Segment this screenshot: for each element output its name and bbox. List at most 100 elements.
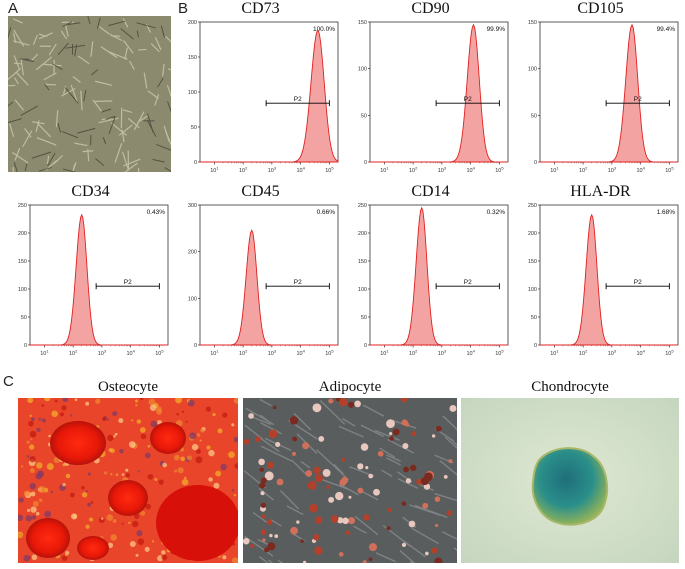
x-tick-label: 102: [69, 349, 78, 358]
y-tick-label: 250: [358, 203, 367, 209]
cell-culture-micrograph: [8, 16, 171, 172]
x-tick-label: 102: [239, 166, 248, 175]
y-tick-label: 150: [18, 259, 27, 265]
panel-label-a: A: [8, 0, 19, 17]
y-tick-label: 150: [528, 259, 537, 265]
adipocyte-stain-image: [243, 398, 457, 563]
y-tick-label: 200: [18, 231, 27, 237]
x-tick-label: 104: [636, 349, 645, 358]
gate-label: P2: [124, 279, 132, 286]
histogram-peak: [370, 206, 508, 346]
y-tick-label: 250: [18, 203, 27, 209]
y-tick-label: 100: [528, 287, 537, 293]
histogram-title: CD34: [71, 183, 110, 200]
histogram-peak: [30, 213, 168, 346]
histogram-peak: [370, 23, 508, 163]
positive-percent: 100.0%: [313, 26, 335, 33]
histogram-cd14: CD14 0 50 100 150 200 250 101 102 103 104 105 P2 0.32…: [348, 183, 513, 373]
histogram-peak: [200, 30, 339, 163]
x-tick-label: 103: [608, 166, 617, 175]
y-tick-label: 0: [194, 160, 197, 166]
x-tick-label: 101: [210, 349, 219, 358]
gate-label: P2: [464, 96, 472, 103]
histogram-title: CD14: [411, 183, 450, 200]
panel-label-c: C: [3, 373, 14, 390]
plot-frame: [539, 204, 679, 346]
y-tick-label: 200: [528, 231, 537, 237]
plot-frame: [199, 204, 339, 346]
photo-title-adipocyte: Adipocyte: [318, 379, 382, 395]
photo-title-osteocyte: Osteocyte: [98, 379, 158, 395]
x-tick-label: 102: [409, 166, 418, 175]
histogram-peak: [200, 229, 338, 346]
gate-label: P2: [634, 96, 642, 103]
y-tick-label: 150: [528, 20, 537, 26]
positive-percent: 1.68%: [657, 209, 676, 216]
y-tick-label: 100: [358, 67, 367, 73]
x-tick-label: 101: [210, 166, 219, 175]
x-tick-label: 102: [579, 166, 588, 175]
x-tick-label: 103: [608, 349, 617, 358]
y-tick-label: 100: [188, 90, 197, 96]
y-tick-label: 100: [188, 296, 197, 302]
x-tick-label: 101: [380, 349, 389, 358]
panel-label-b: B: [178, 0, 189, 17]
histogram-plot: 0 100 200 300 101 102 103 104 105 P2 0.66%: [188, 203, 339, 358]
photo-title-chondrocyte: Chondrocyte: [531, 379, 609, 395]
x-tick-label: 101: [550, 166, 559, 175]
y-tick-label: 150: [358, 20, 367, 26]
histogram-plot: 0 50 100 150 200 101 102 103 104 105 P2 100.0%: [188, 20, 339, 175]
y-tick-label: 100: [358, 287, 367, 293]
x-tick-label: 105: [325, 166, 334, 175]
x-tick-label: 102: [239, 349, 248, 358]
x-tick-label: 104: [636, 166, 645, 175]
x-tick-label: 104: [296, 349, 305, 358]
y-tick-label: 0: [364, 160, 367, 166]
x-tick-label: 105: [665, 166, 674, 175]
histogram-cd45: CD45 0 100 200 300 101 102 103 104 105 P2 0.66%: [178, 183, 343, 373]
x-tick-label: 103: [438, 349, 447, 358]
x-tick-label: 104: [466, 349, 475, 358]
y-tick-label: 0: [194, 343, 197, 349]
y-tick-label: 200: [188, 20, 197, 26]
y-tick-label: 0: [364, 343, 367, 349]
osteocyte-stain-image: [18, 398, 238, 563]
x-tick-label: 105: [155, 349, 164, 358]
y-tick-label: 150: [358, 259, 367, 265]
plot-frame: [29, 204, 169, 346]
positive-percent: 0.66%: [317, 209, 336, 216]
histogram-plot: 0 50 100 150 200 250 101 102 103 104 105 P2 0.32%: [358, 203, 509, 358]
x-tick-label: 102: [579, 349, 588, 358]
x-tick-label: 104: [296, 166, 305, 175]
x-tick-label: 103: [268, 166, 277, 175]
histogram-cd34: CD34 0 50 100 150 200 250 101 102 103 104 105 P2 0.43…: [8, 183, 173, 373]
y-tick-label: 100: [528, 67, 537, 73]
y-tick-label: 50: [361, 113, 367, 119]
plot-frame: [369, 21, 509, 163]
x-tick-label: 103: [98, 349, 107, 358]
gate-label: P2: [294, 96, 302, 103]
y-tick-label: 50: [191, 125, 197, 131]
y-tick-label: 50: [531, 315, 537, 321]
histogram-plot: 0 50 100 150 200 250 101 102 103 104 105 P2 1.68%: [528, 203, 679, 358]
x-tick-label: 104: [466, 166, 475, 175]
histogram-title: CD45: [241, 183, 280, 200]
plot-frame: [369, 204, 509, 346]
y-tick-label: 0: [534, 160, 537, 166]
positive-percent: 99.9%: [487, 26, 506, 33]
cell-culture-image: [8, 16, 171, 172]
histogram-plot: 0 50 100 150 101 102 103 104 105 P2 99.9%: [358, 20, 509, 175]
histogram-cd90: CD90 0 50 100 150 101 102 103 104 105 P2 99.9%: [348, 0, 513, 190]
positive-percent: 0.32%: [487, 209, 506, 216]
histogram-peak: [540, 213, 678, 346]
y-tick-label: 200: [358, 231, 367, 237]
x-tick-label: 104: [126, 349, 135, 358]
positive-percent: 99.4%: [657, 26, 676, 33]
x-tick-label: 105: [665, 349, 674, 358]
histogram-title: CD73: [241, 0, 280, 17]
histogram-plot: 0 50 100 150 200 250 101 102 103 104 105 P2 0.43%: [18, 203, 169, 358]
chondrocyte-stain-image: [461, 398, 679, 563]
histogram-title: CD90: [411, 0, 450, 17]
y-tick-label: 100: [18, 287, 27, 293]
y-tick-label: 200: [188, 250, 197, 256]
